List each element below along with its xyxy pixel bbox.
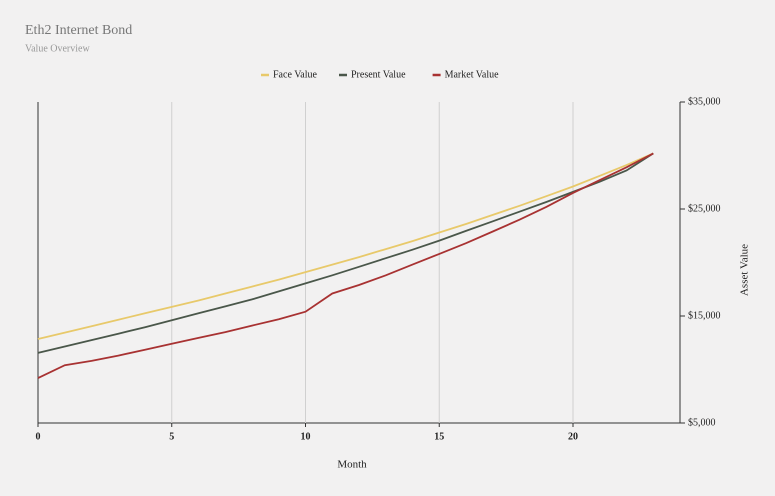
x-tick-label: 5 bbox=[169, 431, 174, 442]
legend-label: Market Value bbox=[445, 69, 500, 80]
y-tick-label: $5,000 bbox=[688, 417, 716, 428]
x-tick-label: 0 bbox=[36, 431, 41, 442]
y-tick-label: $25,000 bbox=[688, 203, 721, 214]
chart-title: Eth2 Internet Bond bbox=[25, 23, 132, 38]
line-series bbox=[37, 152, 654, 379]
y-tick-label: $15,000 bbox=[688, 310, 721, 321]
y-tick-label: $35,000 bbox=[688, 96, 721, 107]
chart-subtitle: Value Overview bbox=[25, 43, 90, 54]
legend-label: Face Value bbox=[273, 69, 318, 80]
y-axis-label: Asset Value bbox=[739, 244, 751, 296]
x-tick-label: 20 bbox=[568, 431, 578, 442]
x-tick-label: 10 bbox=[301, 431, 311, 442]
line-series bbox=[37, 152, 654, 354]
line-series bbox=[37, 152, 654, 340]
legend: Face Value Present Value Market Value bbox=[261, 69, 499, 80]
legend-label: Present Value bbox=[351, 69, 406, 80]
x-tick-label: 15 bbox=[434, 431, 444, 442]
x-axis-label: Month bbox=[337, 459, 367, 471]
